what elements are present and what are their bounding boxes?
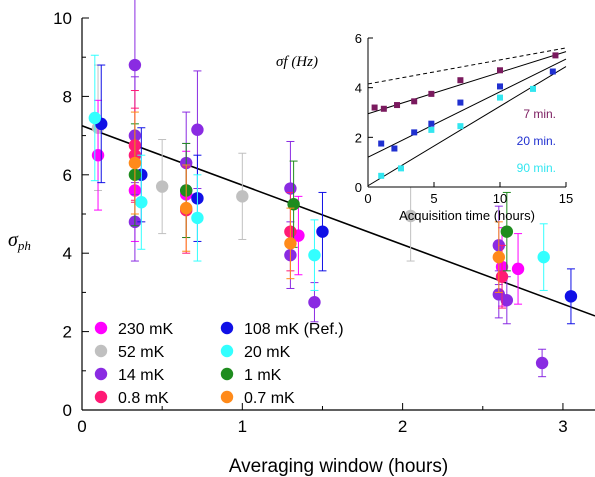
data-point-14-mk [535,356,549,370]
legend-marker [220,344,234,358]
data-point-14-mk [308,296,321,309]
inset-y-tick-label: 6 [355,31,362,46]
inset-point-90-min [457,123,464,130]
data-point-20-mk [308,248,321,262]
data-point-20-mk [191,211,204,225]
legend-marker [94,390,108,404]
data-point-230-mk [91,149,105,162]
inset-point-7-min [457,77,464,84]
inset-point-7-min [497,67,503,74]
data-point-14-mk [500,294,514,307]
data-point-0-7-mk [128,156,142,170]
legend-label: 52 mK [118,344,165,361]
legend-marker [94,367,108,381]
legend-label: 14 mK [118,367,165,384]
data-point-0-8-mk [495,270,509,283]
legend-label: 0.7 mK [244,390,295,407]
inset-x-axis-label: Acquisition time (hours) [399,208,535,223]
y-tick-label: 6 [63,166,72,185]
data-point-52-mk [155,180,169,193]
inset-point-7-min [394,102,401,109]
inset-point-90-min [428,126,435,133]
inset-series-label: 20 min. [517,134,556,148]
y-tick-label: 4 [63,244,72,263]
inset-y-tick-label: 2 [355,130,362,145]
legend-marker [220,321,234,335]
legend-marker [94,321,108,335]
inset-point-7-min [411,98,418,105]
data-point-14-mk [128,58,142,72]
legend-marker [94,344,108,358]
inset-x-tick-label: 5 [430,191,437,206]
inset-point-20-min [391,145,398,152]
inset-point-90-min [497,94,503,101]
inset-point-7-min [552,52,559,59]
data-point-14-mk [191,123,204,136]
inset-point-7-min [371,104,378,111]
x-tick-label: 0 [77,417,86,436]
x-tick-label: 1 [238,417,247,436]
main-plot: 0 1 2 3 0 2 4 6 8 10 Averaging window (hours) σph [8,0,595,477]
inset-plot: 0 5 10 15 0 2 4 6 Acquisition time (hours) σf (Hz… [276,31,573,223]
inset-point-20-min [411,129,418,136]
x-tick-label: 2 [398,417,407,436]
y-tick-label: 2 [63,323,72,342]
x-tick-label: 3 [558,417,567,436]
inset-fit-line [367,51,567,115]
legend-marker [220,390,234,404]
x-axis-label: Averaging window (hours) [229,456,448,477]
legend-label: 108 mK (Ref.) [244,321,344,338]
data-point-230-mk [511,262,525,276]
data-point-1-mk [287,198,300,211]
y-tick-label: 10 [53,9,72,28]
data-point-108-mk-ref [564,290,578,303]
inset-y-tick-label: 4 [355,81,362,96]
legend: 230 mK 52 mK 14 mK 0.8 mK 108 mK (Ref.) 20 mK… [94,321,344,407]
data-point-52-mk [404,209,417,223]
inset-dashed-line [367,47,567,85]
inset-x-tick-label: 15 [559,191,573,206]
data-point-20-mk [88,111,102,125]
data-point-20-mk [135,196,148,209]
legend-label: 20 mK [244,344,291,361]
data-point-0-7-mk [492,250,506,264]
inset-point-20-min [378,140,385,147]
legend-marker [220,367,234,381]
data-point-108-mk-ref [316,225,329,238]
legend-label: 0.8 mK [118,390,169,407]
inset-point-90-min [378,172,385,179]
inset-x-tick-label: 10 [493,191,507,206]
inset-background [368,38,566,187]
inset-point-90-min [398,165,404,172]
inset-point-90-min [530,85,536,92]
y-axis-label: σph [8,229,31,253]
data-point-1-mk [500,225,514,238]
data-point-0-7-mk [284,237,297,250]
inset-y-tick-label: 0 [355,180,362,195]
legend-label: 230 mK [118,321,173,338]
inset-point-7-min [428,90,435,97]
y-tick-label: 0 [63,401,72,420]
inset-series-label: 90 min. [517,161,556,175]
inset-point-7-min [380,105,387,112]
legend-label: 1 mK [244,367,282,384]
inset-point-20-min [457,99,464,106]
inset-x-tick-label: 0 [364,191,371,206]
inset-fit-line [367,58,567,158]
y-axis-label-sub: ph [17,238,31,253]
fit-line [81,125,595,317]
inset-point-20-min [497,83,503,90]
data-point-20-mk [537,250,550,264]
inset-series-label: 7 min. [523,107,556,121]
inset-point-20-min [549,68,556,75]
data-point-52-mk [236,190,249,203]
y-tick-label: 8 [63,87,72,106]
inset-y-axis-label: σf (Hz) [276,54,318,70]
inset-point-20-min [428,120,435,127]
data-point-0-7-mk [180,201,193,215]
